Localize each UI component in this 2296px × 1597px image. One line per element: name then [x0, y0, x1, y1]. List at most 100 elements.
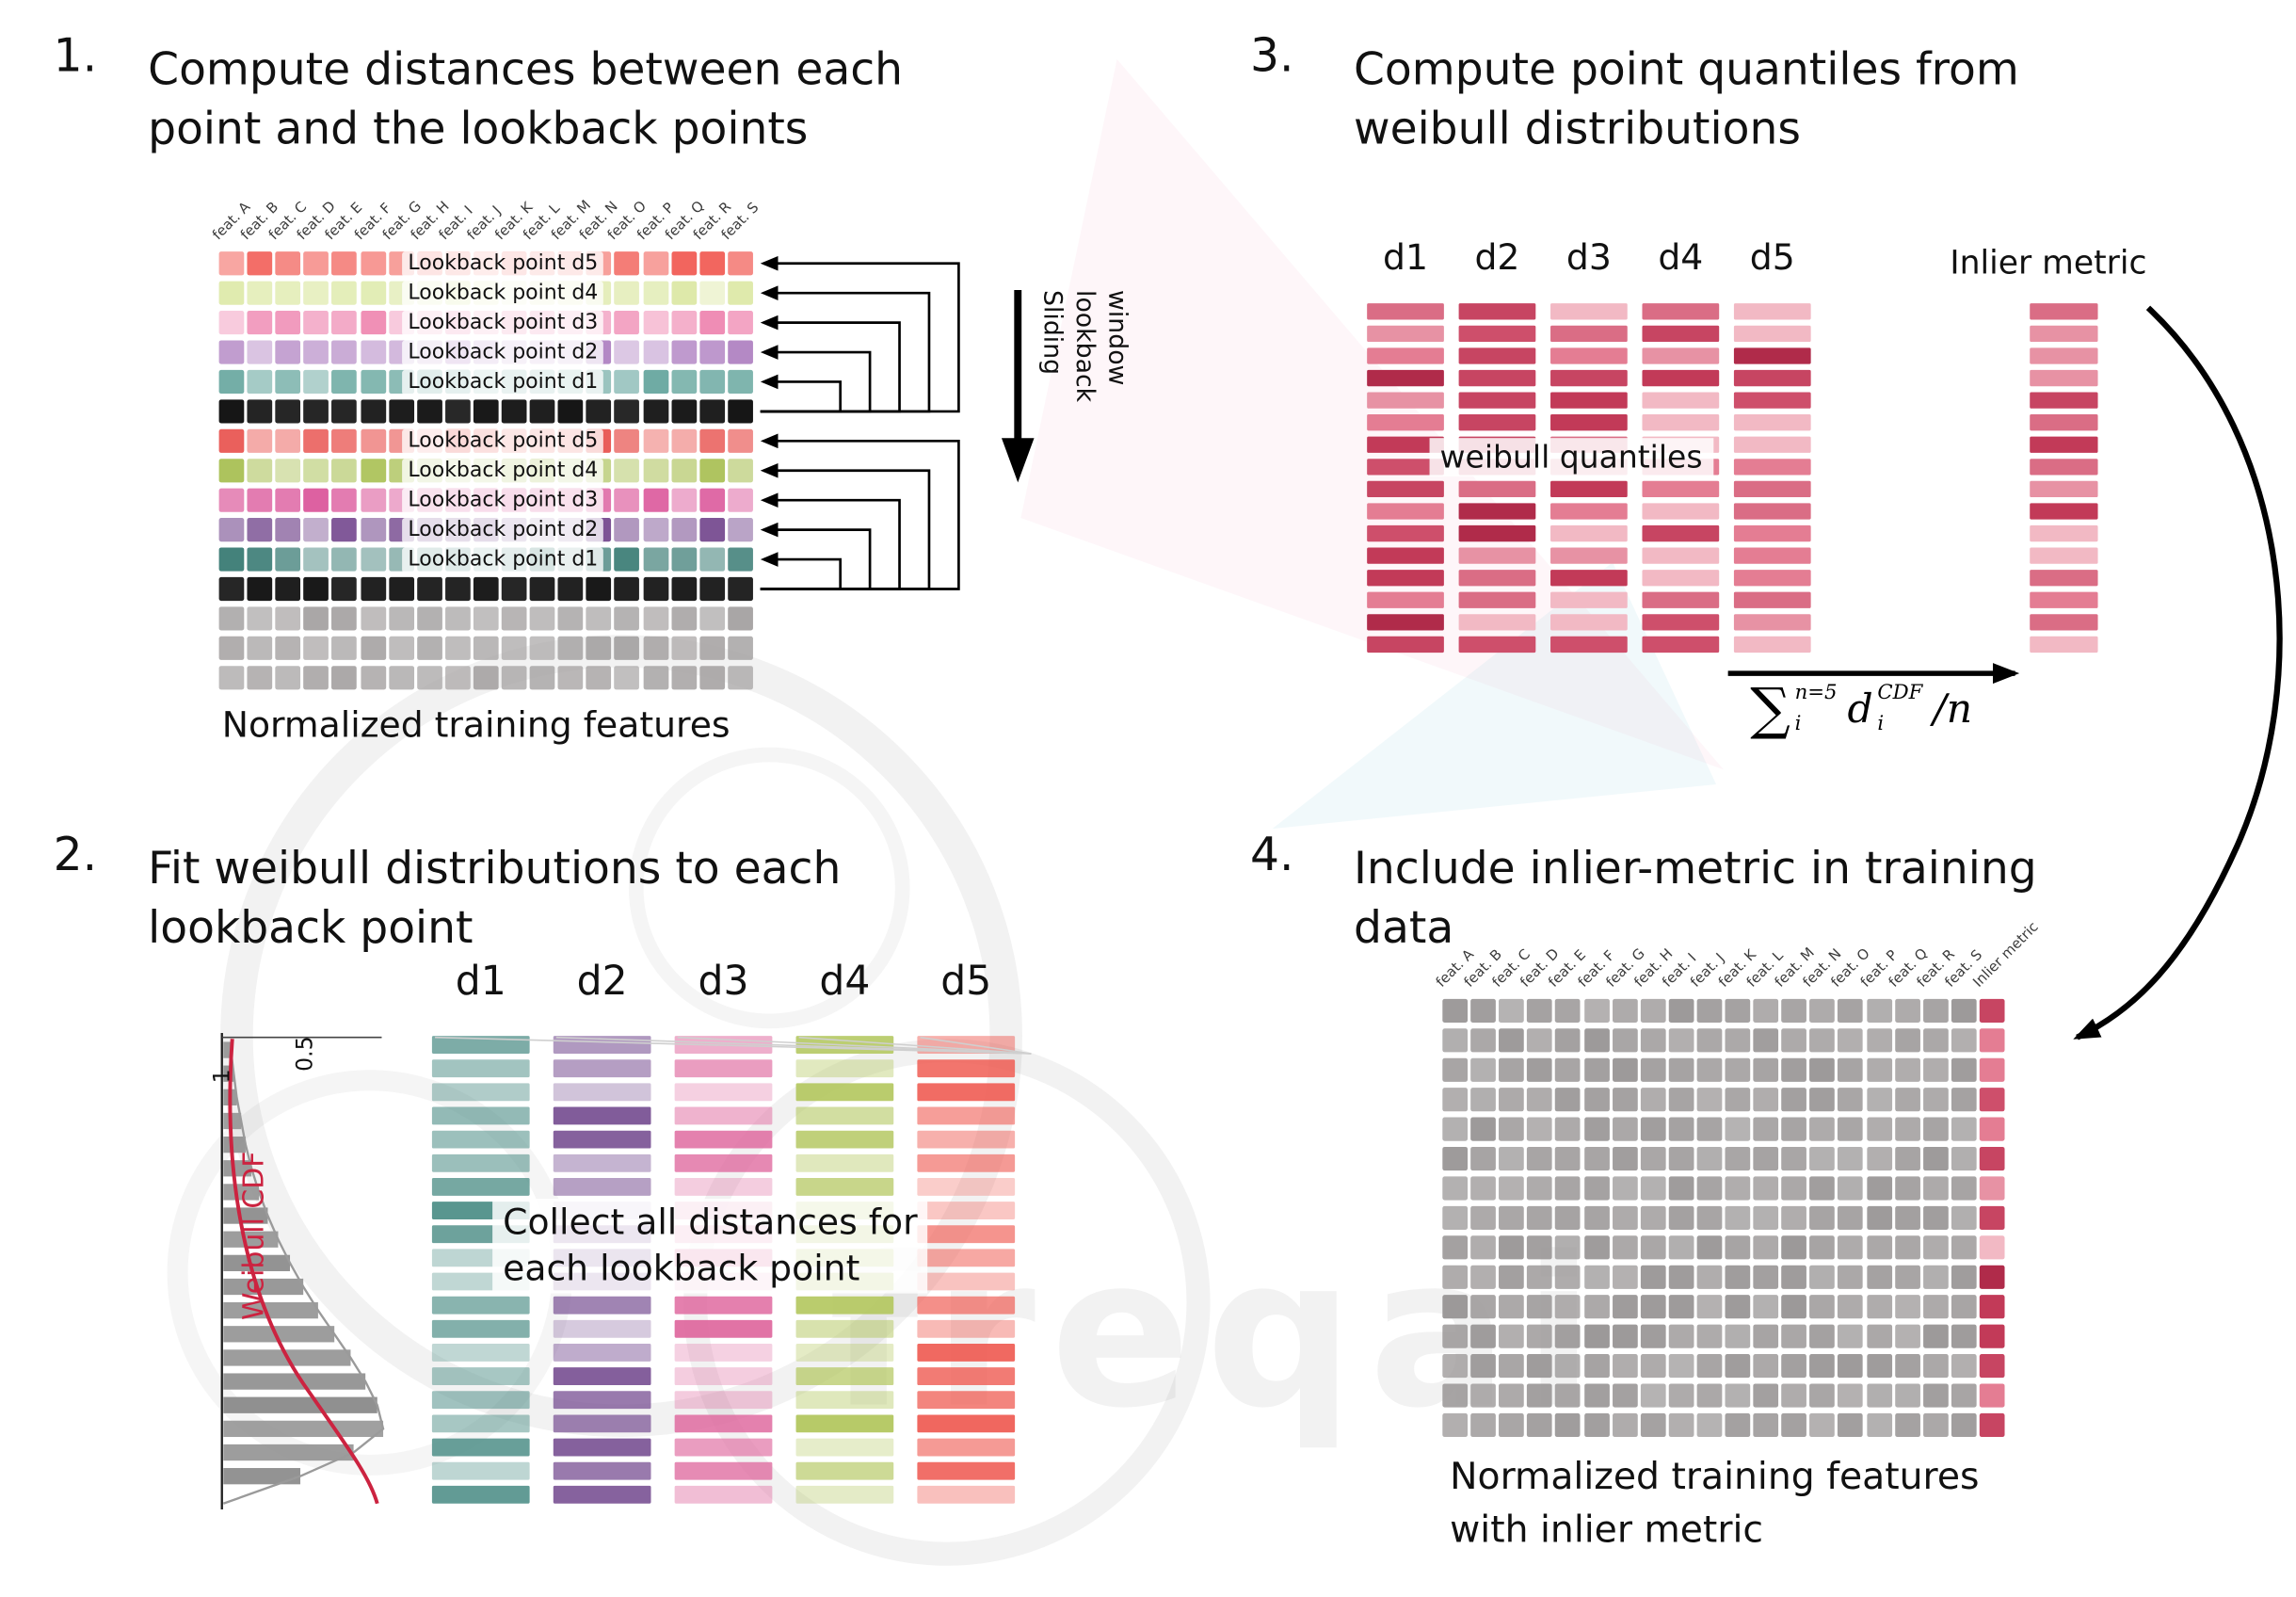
quantile-bar: [1642, 524, 1720, 542]
step-3-title: Compute point quantiles from weibull dis…: [1354, 41, 2019, 160]
training-cell: [1866, 1235, 1892, 1260]
training-cell: [1696, 1324, 1723, 1348]
weibull-quantiles-note: weibull quantiles: [1429, 438, 1713, 477]
training-cell: [1499, 998, 1525, 1023]
feature-cell: [303, 311, 329, 335]
distance-bar: [917, 1296, 1016, 1315]
collect-distances-note-line2: each lookback point: [503, 1247, 860, 1289]
distance-bar: [674, 1438, 773, 1457]
training-cell: [1499, 1412, 1525, 1438]
training-cell: [1527, 1117, 1553, 1141]
training-cell: [1809, 1235, 1836, 1260]
training-cell: [1725, 1412, 1751, 1438]
quantile-bar: [1458, 570, 1536, 587]
distance-bar: [795, 1461, 894, 1480]
lookback-row-label: Lookback point d4: [402, 458, 604, 484]
training-cell: [1555, 1324, 1582, 1348]
step-1-number: 1.: [53, 29, 98, 84]
feature-cell: [247, 666, 273, 690]
distance-bar: [795, 1344, 894, 1362]
inlier-cell: [1979, 1057, 2005, 1082]
distance-column-header: d1: [455, 959, 506, 1006]
training-cell: [1951, 1176, 1977, 1201]
training-cell: [1668, 1235, 1694, 1260]
feature-cell: [529, 666, 555, 690]
training-cell: [1922, 1176, 1949, 1201]
distance-bar: [674, 1153, 773, 1172]
formula-divisor: /n: [1933, 686, 1973, 733]
feature-cell: [529, 606, 555, 631]
distance-bar: [553, 1391, 651, 1410]
training-cell: [1470, 1117, 1497, 1141]
training-cell: [1696, 1412, 1723, 1438]
training-cell: [1583, 998, 1610, 1023]
feature-cell: [698, 488, 725, 512]
quantile-column-header: d5: [1749, 236, 1795, 279]
feature-cell: [331, 281, 358, 305]
training-cell: [1781, 1028, 1807, 1053]
inlier-metric-bar: [2030, 570, 2098, 587]
step-4-title-line2: data: [1354, 902, 1454, 955]
feature-cell: [557, 576, 584, 602]
feature-cell: [331, 547, 358, 572]
training-cell: [1838, 1383, 1864, 1408]
feature-cell: [501, 399, 527, 424]
feature-cell: [388, 636, 414, 660]
feature-cell: [388, 666, 414, 690]
training-cell: [1838, 1354, 1864, 1379]
inlier-cell: [1979, 1117, 2005, 1141]
distance-bar: [553, 1461, 651, 1480]
training-cell: [1668, 1146, 1694, 1171]
quantile-bar: [1642, 369, 1720, 387]
feature-cell: [698, 576, 725, 602]
training-cell: [1753, 1324, 1779, 1348]
step-2-number: 2.: [53, 829, 98, 882]
training-cell: [1866, 998, 1892, 1023]
quantile-bar: [1367, 347, 1444, 364]
feature-cell: [275, 369, 301, 395]
quantile-bar: [1458, 614, 1536, 631]
training-cell: [1922, 1412, 1949, 1438]
formula-sigma-limits: n=5 i: [1795, 683, 1838, 734]
distance-bar: [795, 1036, 894, 1054]
quantile-bar: [1550, 636, 1628, 653]
quantile-bar: [1642, 480, 1720, 498]
training-cell: [1838, 1324, 1864, 1348]
feature-cell: [586, 576, 612, 602]
training-cell: [1838, 1235, 1864, 1260]
inlier-cell: [1979, 1295, 2005, 1319]
quantile-bar: [1642, 614, 1720, 631]
feature-cell: [275, 311, 301, 335]
feature-cell: [275, 606, 301, 631]
feature-cell: [331, 428, 358, 453]
feature-cell: [698, 311, 725, 335]
training-cell: [1753, 1176, 1779, 1201]
training-cell: [1442, 1176, 1469, 1201]
training-cell: [1527, 1235, 1553, 1260]
training-cell: [1894, 998, 1920, 1023]
training-cell: [1894, 1146, 1920, 1171]
distance-bar: [431, 1367, 530, 1386]
feature-cell: [642, 251, 668, 276]
feature-cell: [727, 311, 753, 335]
training-cell: [1527, 1057, 1553, 1082]
distance-bar: [431, 1461, 530, 1480]
distance-bar: [795, 1130, 894, 1149]
training-cell: [1583, 1412, 1610, 1438]
training-cell: [1640, 1176, 1666, 1201]
training-cell: [1781, 1088, 1807, 1112]
training-cell: [1781, 1354, 1807, 1379]
quantile-mean-formula: ∑ n=5 i d CDF i /n: [1750, 681, 1972, 737]
inlier-cell: [1979, 1176, 2005, 1201]
training-cell: [1922, 1057, 1949, 1082]
training-cell: [1922, 1265, 1949, 1289]
quantile-bar: [1367, 369, 1444, 387]
training-cell: [1781, 1412, 1807, 1438]
feature-cell: [642, 576, 668, 602]
distance-bar: [431, 1106, 530, 1125]
training-cell: [1470, 1324, 1497, 1348]
feature-cell: [642, 459, 668, 483]
feature-cell: [501, 636, 527, 660]
feature-cell: [360, 251, 386, 276]
inlier-cell: [1979, 1354, 2005, 1379]
